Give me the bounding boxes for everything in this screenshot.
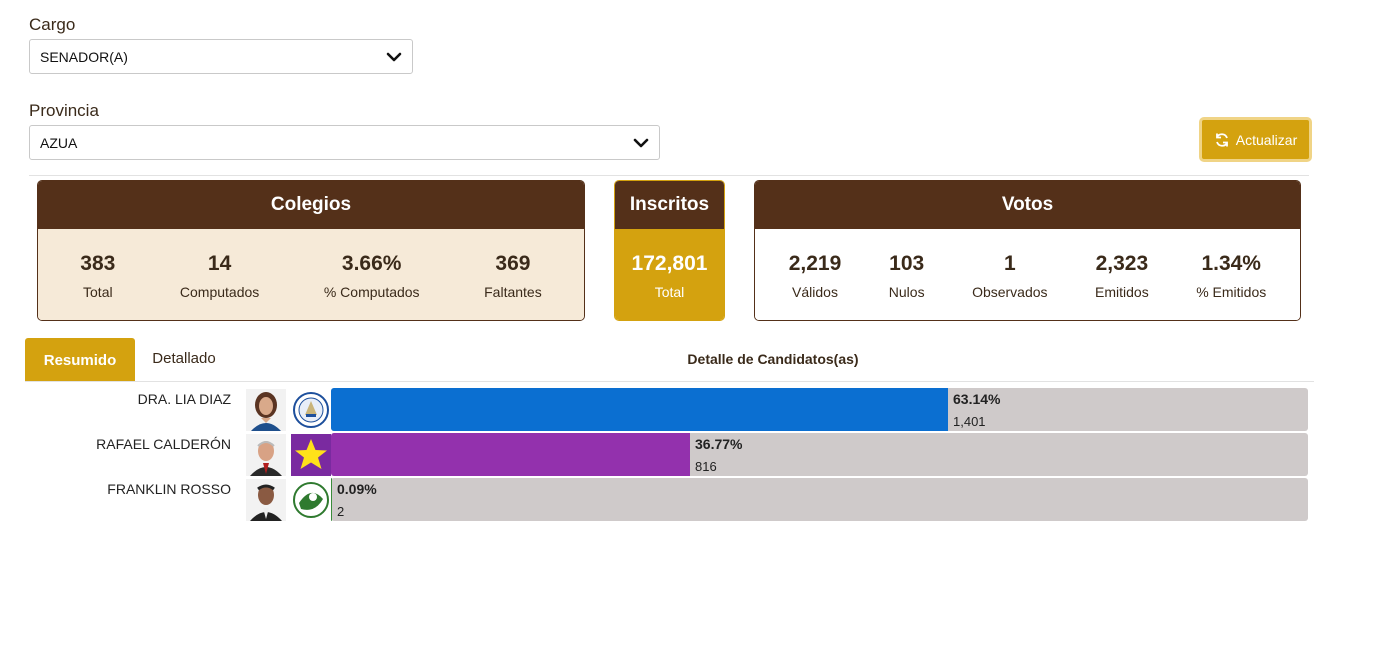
stat-value: 1 xyxy=(1003,251,1016,275)
party-logo-icon xyxy=(291,389,331,431)
candidate-bar-track: 36.77% 816 xyxy=(331,433,1308,476)
chevron-down-icon xyxy=(633,138,649,147)
provincia-select-value: AZUA xyxy=(40,134,78,151)
votos-card: Votos 2,219 Válidos 103 Nulos 1 Observad… xyxy=(754,180,1301,321)
stat-label: Total xyxy=(654,283,685,300)
candidate-photo-avatar xyxy=(246,434,286,476)
stat-label: Faltantes xyxy=(484,283,542,300)
votos-pct-emitidos: 1.34% % Emitidos xyxy=(1196,252,1266,300)
stat-value: 172,801 xyxy=(631,251,708,275)
candidate-votes: 1,401 xyxy=(953,414,986,429)
inscritos-title: Inscritos xyxy=(615,181,724,229)
stat-label: Total xyxy=(83,283,113,300)
tabs-divider xyxy=(25,381,1314,382)
chevron-down-icon xyxy=(386,52,402,61)
provincia-select[interactable]: AZUA xyxy=(29,125,660,160)
colegios-card: Colegios 383 Total 14 Computados 3.66% %… xyxy=(37,180,585,321)
votos-emitidos: 2,323 Emitidos xyxy=(1095,252,1149,300)
stat-label: Válidos xyxy=(792,283,838,300)
stat-label: % Computados xyxy=(323,283,420,300)
colegios-pct-computados: 3.66% % Computados xyxy=(324,252,420,300)
candidate-bar-fill xyxy=(331,478,332,521)
colegios-computados: 14 Computados xyxy=(180,252,259,300)
candidate-bar-track: 63.14% 1,401 xyxy=(331,388,1308,431)
votos-title: Votos xyxy=(755,181,1300,229)
stat-label: % Emitidos xyxy=(1196,283,1267,300)
refresh-icon xyxy=(1215,132,1228,147)
stat-label: Observados xyxy=(972,283,1048,300)
cargo-label: Cargo xyxy=(29,15,76,34)
candidate-bar-track: 0.09% 2 xyxy=(331,478,1308,521)
candidate-percent: 36.77% xyxy=(695,436,743,452)
stat-value: 2,323 xyxy=(1095,251,1149,275)
candidate-bar-fill xyxy=(331,388,948,431)
candidate-votes: 816 xyxy=(695,459,717,474)
provincia-label: Provincia xyxy=(29,101,99,120)
candidate-name: FRANKLIN ROSSO xyxy=(107,481,231,497)
colegios-title: Colegios xyxy=(38,181,584,229)
party-logo-icon xyxy=(291,479,331,521)
stat-label: Computados xyxy=(179,283,260,300)
stat-value: 2,219 xyxy=(788,251,842,275)
actualizar-button-label: Actualizar xyxy=(1235,131,1298,148)
cargo-select[interactable]: SENADOR(A) xyxy=(29,39,413,74)
stat-value: 103 xyxy=(889,251,925,275)
divider xyxy=(29,175,1309,176)
candidate-bar-fill xyxy=(331,433,690,476)
inscritos-total: 172,801 Total xyxy=(632,252,708,300)
section-title: Detalle de Candidatos(as) xyxy=(687,351,859,367)
stat-value: 1.34% xyxy=(1201,251,1261,275)
stat-label: Emitidos xyxy=(1095,283,1149,300)
stat-value: 369 xyxy=(495,251,531,275)
stat-value: 14 xyxy=(207,251,232,275)
actualizar-button[interactable]: Actualizar xyxy=(1199,117,1312,162)
stat-value: 383 xyxy=(80,251,116,275)
stat-value: 3.66% xyxy=(341,251,402,275)
votos-observados: 1 Observados xyxy=(972,252,1047,300)
candidate-percent: 63.14% xyxy=(953,391,1001,407)
candidate-votes: 2 xyxy=(337,504,345,519)
candidate-photo-avatar xyxy=(246,389,286,431)
candidate-name: RAFAEL CALDERÓN xyxy=(96,436,231,452)
tab-detallado[interactable]: Detallado xyxy=(152,349,216,367)
tab-resumido[interactable]: Resumido xyxy=(25,338,135,382)
star-logo-icon xyxy=(291,434,331,476)
colegios-total: 383 Total xyxy=(80,252,115,300)
votos-nulos: 103 Nulos xyxy=(889,252,925,300)
candidate-name: DRA. LIA DIAZ xyxy=(137,391,231,407)
cargo-select-value: SENADOR(A) xyxy=(40,48,128,65)
votos-validos: 2,219 Válidos xyxy=(789,252,842,300)
candidate-percent: 0.09% xyxy=(337,481,377,497)
stat-label: Nulos xyxy=(888,283,925,300)
colegios-faltantes: 369 Faltantes xyxy=(484,252,542,300)
inscritos-card: Inscritos 172,801 Total xyxy=(614,180,725,321)
candidate-photo-avatar xyxy=(246,479,286,521)
